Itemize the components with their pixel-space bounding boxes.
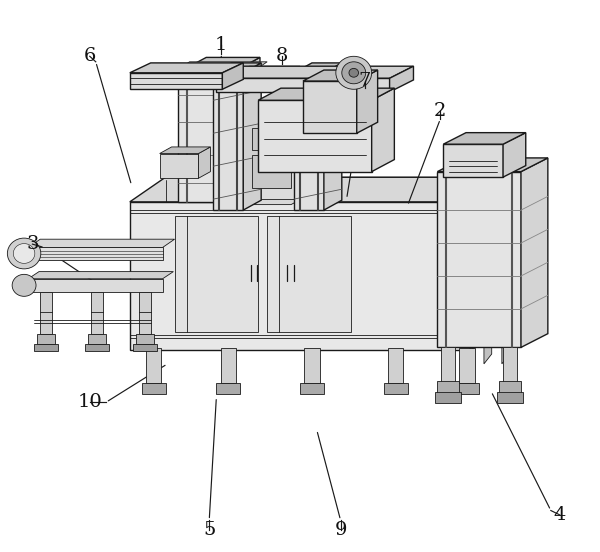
Polygon shape bbox=[441, 347, 455, 383]
Polygon shape bbox=[136, 333, 154, 343]
Polygon shape bbox=[249, 100, 294, 199]
Polygon shape bbox=[443, 144, 503, 177]
Polygon shape bbox=[28, 272, 173, 279]
Circle shape bbox=[12, 274, 36, 296]
Polygon shape bbox=[133, 343, 157, 351]
Text: 1: 1 bbox=[215, 36, 227, 54]
Polygon shape bbox=[252, 128, 291, 150]
Polygon shape bbox=[34, 343, 58, 351]
Polygon shape bbox=[232, 57, 260, 202]
Text: 7: 7 bbox=[358, 72, 371, 90]
Text: 5: 5 bbox=[203, 521, 215, 539]
Polygon shape bbox=[437, 172, 521, 347]
Polygon shape bbox=[160, 147, 211, 153]
Polygon shape bbox=[499, 381, 521, 394]
Polygon shape bbox=[437, 158, 548, 172]
Polygon shape bbox=[243, 66, 300, 70]
Polygon shape bbox=[455, 383, 479, 394]
Polygon shape bbox=[88, 333, 106, 343]
Polygon shape bbox=[258, 100, 371, 172]
Text: 6: 6 bbox=[83, 47, 96, 65]
Polygon shape bbox=[139, 293, 151, 333]
Polygon shape bbox=[294, 73, 324, 210]
Polygon shape bbox=[130, 177, 506, 202]
Polygon shape bbox=[40, 293, 52, 333]
Polygon shape bbox=[357, 70, 377, 133]
Polygon shape bbox=[160, 153, 199, 178]
Polygon shape bbox=[28, 239, 175, 247]
Text: 9: 9 bbox=[334, 521, 347, 539]
Polygon shape bbox=[388, 348, 403, 383]
Polygon shape bbox=[217, 383, 240, 394]
Polygon shape bbox=[223, 63, 243, 89]
Polygon shape bbox=[130, 63, 243, 73]
Polygon shape bbox=[267, 216, 351, 332]
Polygon shape bbox=[37, 333, 55, 343]
Polygon shape bbox=[484, 178, 492, 364]
Polygon shape bbox=[497, 392, 523, 404]
Polygon shape bbox=[371, 88, 394, 172]
Polygon shape bbox=[85, 343, 109, 351]
Polygon shape bbox=[175, 216, 258, 332]
Polygon shape bbox=[91, 293, 103, 333]
Circle shape bbox=[349, 68, 359, 77]
Polygon shape bbox=[130, 73, 223, 89]
Polygon shape bbox=[460, 348, 475, 383]
Polygon shape bbox=[142, 383, 166, 394]
Polygon shape bbox=[146, 348, 161, 383]
Polygon shape bbox=[324, 63, 342, 210]
Circle shape bbox=[13, 243, 35, 263]
Text: 4: 4 bbox=[554, 506, 566, 524]
Polygon shape bbox=[178, 73, 232, 202]
Polygon shape bbox=[199, 147, 211, 178]
Polygon shape bbox=[435, 392, 461, 404]
Polygon shape bbox=[389, 66, 413, 92]
Circle shape bbox=[342, 62, 365, 84]
Polygon shape bbox=[303, 81, 357, 133]
Polygon shape bbox=[294, 63, 342, 73]
Polygon shape bbox=[217, 78, 389, 92]
Polygon shape bbox=[470, 177, 506, 350]
Polygon shape bbox=[443, 132, 526, 144]
Polygon shape bbox=[130, 202, 470, 350]
Polygon shape bbox=[437, 381, 459, 394]
Polygon shape bbox=[221, 348, 236, 383]
Polygon shape bbox=[28, 279, 163, 293]
Polygon shape bbox=[503, 132, 526, 177]
Polygon shape bbox=[303, 70, 377, 81]
Circle shape bbox=[336, 56, 371, 89]
Circle shape bbox=[7, 238, 41, 269]
Polygon shape bbox=[178, 57, 260, 73]
Polygon shape bbox=[166, 62, 267, 78]
Text: 2: 2 bbox=[434, 102, 446, 120]
Text: 8: 8 bbox=[276, 47, 288, 65]
Polygon shape bbox=[503, 347, 517, 383]
Text: 3: 3 bbox=[26, 235, 38, 253]
Polygon shape bbox=[214, 73, 243, 210]
Polygon shape bbox=[258, 88, 394, 100]
Polygon shape bbox=[502, 178, 509, 364]
Polygon shape bbox=[246, 197, 306, 205]
Polygon shape bbox=[521, 158, 548, 347]
Polygon shape bbox=[243, 63, 261, 210]
Polygon shape bbox=[300, 383, 324, 394]
Text: 10: 10 bbox=[77, 394, 102, 411]
Polygon shape bbox=[383, 383, 407, 394]
Polygon shape bbox=[217, 66, 413, 78]
Polygon shape bbox=[214, 63, 261, 73]
Polygon shape bbox=[304, 348, 320, 383]
Polygon shape bbox=[252, 155, 291, 188]
Polygon shape bbox=[28, 247, 163, 259]
